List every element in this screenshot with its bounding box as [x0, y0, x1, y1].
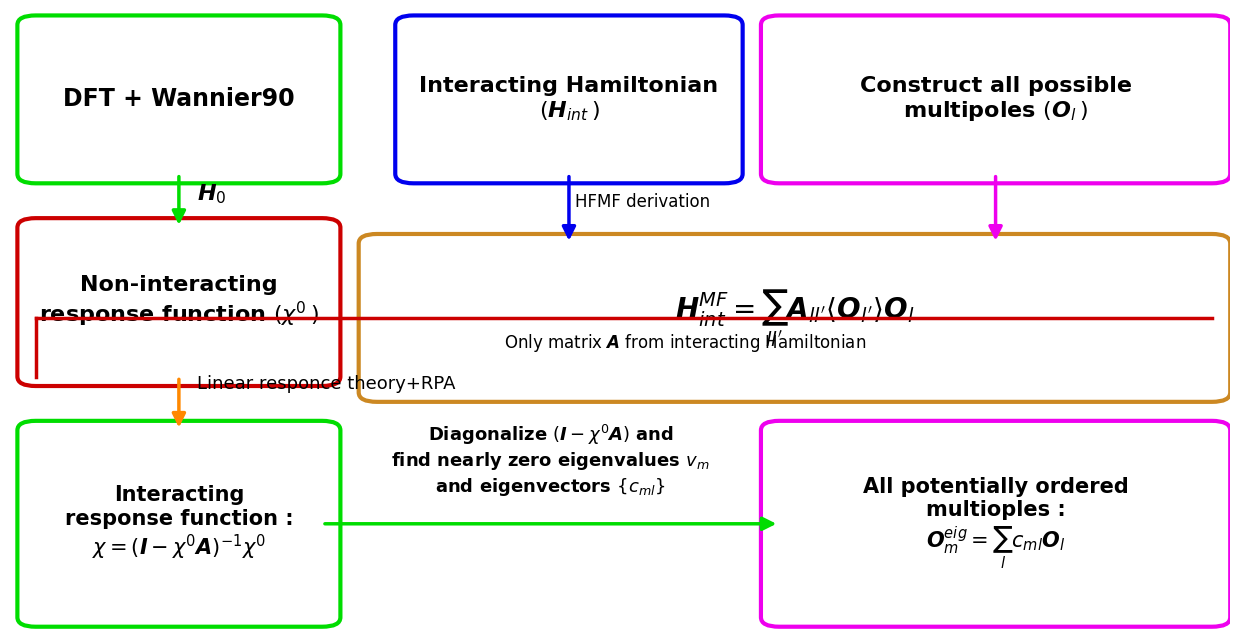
- FancyBboxPatch shape: [17, 218, 340, 386]
- FancyBboxPatch shape: [359, 234, 1231, 402]
- Text: DFT + Wannier90: DFT + Wannier90: [63, 88, 295, 111]
- FancyBboxPatch shape: [761, 421, 1231, 627]
- FancyBboxPatch shape: [396, 15, 742, 183]
- Text: Interacting Hamiltonian
$(\boldsymbol{H}_{int}\,)$: Interacting Hamiltonian $(\boldsymbol{H}…: [419, 76, 719, 123]
- Text: Non-interacting
response function $( \chi^0\,)$: Non-interacting response function $( \ch…: [39, 275, 319, 329]
- Text: $\boldsymbol{H}_0$: $\boldsymbol{H}_0$: [197, 183, 227, 206]
- FancyBboxPatch shape: [17, 15, 340, 183]
- Text: $\boldsymbol{H}_{int}^{MF} = \sum_{ll'} \boldsymbol{A}_{ll'} \langle \boldsymbol: $\boldsymbol{H}_{int}^{MF} = \sum_{ll'} …: [674, 287, 914, 349]
- FancyBboxPatch shape: [761, 15, 1231, 183]
- Text: HFMF derivation: HFMF derivation: [575, 194, 710, 212]
- Text: Only matrix $\boldsymbol{A}$ from interacting Hamiltonian: Only matrix $\boldsymbol{A}$ from intera…: [503, 332, 866, 354]
- Text: Diagonalize $(\boldsymbol{I} - \chi^0 \boldsymbol{A})$ and
find nearly zero eige: Diagonalize $(\boldsymbol{I} - \chi^0 \b…: [391, 423, 710, 498]
- Text: All potentially ordered
multioples :
$\boldsymbol{O}_m^{eig} = \sum_l c_{ml} \bo: All potentially ordered multioples : $\b…: [863, 477, 1128, 571]
- Text: Interacting
response function :
$\chi = (\boldsymbol{I} - \chi^0 \boldsymbol{A}): Interacting response function : $\chi = …: [64, 486, 293, 562]
- Text: Linear responce theory+RPA: Linear responce theory+RPA: [197, 376, 456, 394]
- FancyBboxPatch shape: [17, 421, 340, 627]
- Text: Construct all possible
multipoles $( \boldsymbol{O}_l\,)$: Construct all possible multipoles $( \bo…: [859, 75, 1132, 123]
